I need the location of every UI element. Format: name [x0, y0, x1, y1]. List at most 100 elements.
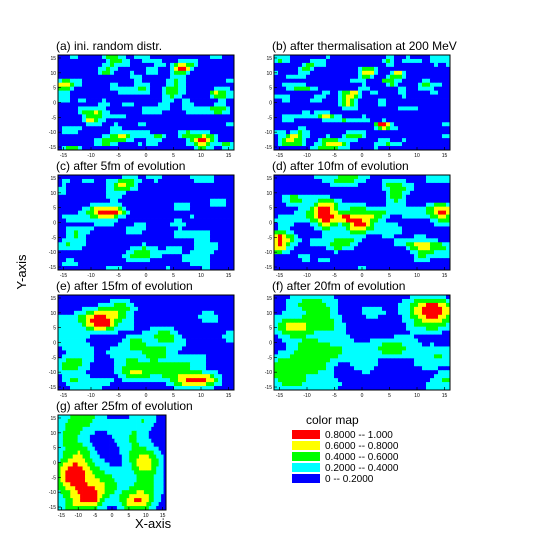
density-cell [442, 58, 447, 64]
density-cell [370, 242, 375, 247]
density-cell [374, 130, 379, 135]
density-cell [126, 226, 131, 231]
density-cell [106, 74, 111, 80]
density-cell [174, 210, 179, 215]
density-cell [414, 146, 419, 150]
density-cell [418, 110, 423, 115]
density-cell [174, 182, 179, 188]
density-cell [230, 346, 234, 351]
density-cell [222, 262, 227, 267]
density-cell [298, 114, 303, 119]
density-cell [390, 106, 395, 111]
density-cell [110, 194, 115, 200]
y-tick-label: 15 [266, 56, 272, 62]
density-cell [402, 102, 407, 107]
density-cell [406, 82, 411, 88]
density-cell [398, 102, 403, 107]
density-cell [414, 254, 419, 259]
density-cell [430, 190, 435, 196]
density-cell [354, 130, 359, 135]
density-cell [366, 250, 371, 255]
density-cell [138, 94, 143, 99]
density-cell [78, 178, 83, 184]
density-cell [346, 138, 351, 143]
density-cell [342, 254, 347, 259]
density-cell [342, 70, 347, 76]
density-cell [342, 230, 347, 235]
density-cell [326, 194, 331, 200]
density-cell [318, 230, 323, 235]
density-cell [390, 206, 395, 212]
density-cell [134, 214, 139, 219]
density-cell [62, 178, 67, 184]
density-cell [178, 126, 183, 131]
density-cell [194, 222, 199, 227]
density-cell [350, 142, 355, 147]
density-cell [210, 66, 215, 72]
density-cell [154, 334, 159, 339]
density-cell [58, 186, 63, 192]
density-cell [378, 138, 383, 143]
density-cell [390, 102, 395, 107]
density-cell [306, 90, 311, 95]
density-cell [278, 186, 283, 192]
density-cell [198, 306, 203, 312]
density-cell [78, 142, 83, 147]
density-cell [142, 130, 147, 135]
density-cell [122, 350, 127, 355]
density-cell [282, 90, 287, 95]
density-cell [118, 66, 123, 72]
density-cell [110, 198, 115, 204]
density-cell [174, 110, 179, 115]
density-cell [158, 94, 163, 99]
density-cell [426, 78, 431, 84]
density-cell [402, 122, 407, 127]
density-cell [102, 326, 107, 332]
density-cell [110, 202, 115, 208]
density-cell [382, 234, 387, 239]
density-cell [186, 110, 191, 115]
density-cell [374, 98, 379, 103]
density-cell [102, 138, 107, 143]
density-cell [154, 74, 159, 80]
density-cell [182, 318, 187, 324]
density-cell [98, 266, 103, 270]
density-cell [342, 102, 347, 107]
density-cell [130, 238, 135, 243]
density-cell [202, 62, 207, 68]
density-cell [426, 114, 431, 119]
density-cell [402, 98, 407, 103]
density-cell [174, 206, 179, 212]
density-cell [442, 82, 447, 88]
density-cell [182, 106, 187, 111]
density-cell [70, 194, 75, 200]
density-cell [78, 58, 83, 64]
density-cell [430, 234, 435, 239]
density-cell [378, 254, 383, 259]
density-cell [94, 102, 99, 107]
density-cell [178, 310, 183, 316]
density-cell [130, 142, 135, 147]
density-cell [442, 62, 447, 68]
density-cell [182, 218, 187, 223]
density-cell [78, 310, 83, 316]
density-cell [322, 118, 327, 123]
density-cell [342, 190, 347, 196]
density-cell [322, 178, 327, 184]
density-cell [390, 238, 395, 243]
density-cell [86, 238, 91, 243]
density-cell [374, 102, 379, 107]
density-cell [290, 114, 295, 119]
density-cell [346, 262, 351, 267]
density-cell [198, 110, 203, 115]
density-cell [430, 254, 435, 259]
density-cell [170, 58, 175, 64]
density-cell [302, 130, 307, 135]
density-cell [430, 98, 435, 103]
density-cell [230, 138, 234, 143]
density-cell [418, 122, 423, 127]
density-cell [186, 122, 191, 127]
density-cell [306, 206, 311, 212]
density-cell [118, 86, 123, 92]
density-cell [358, 210, 363, 215]
